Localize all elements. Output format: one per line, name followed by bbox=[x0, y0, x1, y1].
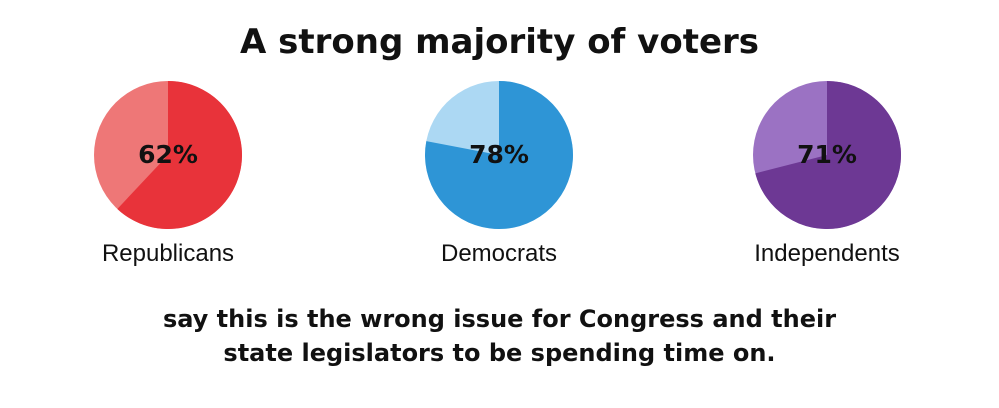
chart-caption: say this is the wrong issue for Congress… bbox=[0, 302, 999, 370]
pie-republicans-label: Republicans bbox=[101, 240, 235, 267]
pie-republicans-svg bbox=[94, 81, 243, 229]
pie-independents: 71% Independents bbox=[697, 80, 957, 280]
pie-independents-value-label: 71% bbox=[797, 140, 857, 169]
pie-democrats-value-label: 78% bbox=[469, 140, 529, 169]
pie-independents-main-slice bbox=[755, 81, 901, 230]
pie-democrats-main-slice bbox=[424, 81, 573, 229]
pie-republicans: 62% Republicans bbox=[38, 80, 298, 280]
pie-charts: 62% Republicans 78% Democrats 71% Indepe… bbox=[0, 80, 999, 280]
pie-democrats: 78% Democrats bbox=[369, 80, 629, 280]
caption-line-2: state legislators to be spending time on… bbox=[223, 339, 776, 367]
pie-independents-label: Independents bbox=[754, 240, 900, 267]
chart-title: A strong majority of voters bbox=[239, 22, 760, 62]
pie-republicans-main-slice bbox=[117, 81, 243, 229]
pie-democrats-svg bbox=[424, 81, 573, 229]
pie-republicans-value-label: 62% bbox=[138, 140, 198, 169]
pie-democrats-label: Democrats bbox=[440, 240, 558, 267]
pie-independents-svg bbox=[753, 81, 901, 230]
caption-line-1: say this is the wrong issue for Congress… bbox=[162, 305, 837, 333]
